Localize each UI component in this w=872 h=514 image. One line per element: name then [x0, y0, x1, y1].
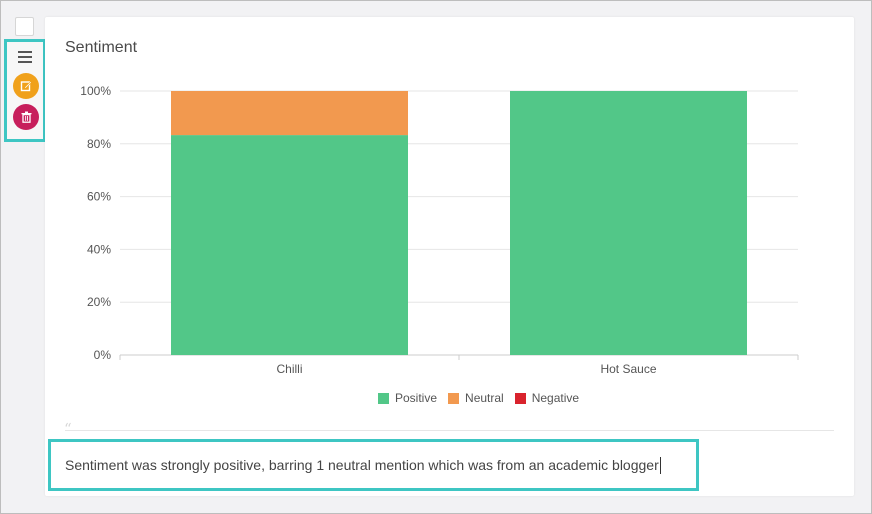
legend-label: Negative: [531, 391, 580, 405]
sentiment-chart: 0% 20% 40% 60% 80% 100% Chilli Hot Sauce: [80, 84, 799, 376]
y-tick-label: 60%: [87, 190, 111, 204]
comment-input[interactable]: Sentiment was strongly positive, barring…: [48, 439, 699, 491]
legend-swatch: [378, 392, 389, 404]
widget-title: Sentiment: [65, 39, 138, 56]
quote-icon: “: [64, 420, 72, 438]
widget-select-checkbox[interactable]: [15, 17, 34, 36]
pencil-edit-icon: [20, 81, 32, 92]
legend-swatch: [448, 392, 460, 404]
legend-item[interactable]: Positive: [378, 391, 437, 405]
chart-legend: Positive Neutral Negative: [378, 391, 590, 405]
x-tick-label: Chilli: [276, 362, 302, 376]
bar-segment: [171, 91, 408, 136]
x-tick-label: Hot Sauce: [600, 362, 656, 376]
bar-segment: [510, 91, 747, 355]
y-tick-label: 80%: [87, 137, 111, 151]
text-caret: [659, 456, 661, 474]
legend-label: Positive: [395, 391, 438, 405]
trash-icon: [21, 111, 31, 123]
comment-text: Sentiment was strongly positive, barring…: [65, 457, 659, 473]
bar-segment: [171, 135, 408, 355]
delete-button[interactable]: [13, 104, 39, 130]
legend-label: Neutral: [465, 391, 504, 405]
comment-divider: [65, 430, 834, 431]
y-tick-label: 20%: [87, 295, 111, 309]
hamburger-menu-icon[interactable]: [16, 49, 34, 65]
edit-button[interactable]: [13, 73, 39, 99]
widget-toolbar: [4, 39, 46, 142]
legend-item[interactable]: Neutral: [448, 391, 504, 405]
y-tick-label: 40%: [87, 242, 111, 256]
legend-swatch: [514, 392, 526, 404]
sentiment-widget-card: Sentiment 0% 20% 40% 60% 80% 100% Chilli Hot Sa…: [45, 17, 854, 496]
y-tick-label: 100%: [80, 84, 111, 98]
y-tick-label: 0%: [94, 348, 112, 362]
legend-item[interactable]: Negative: [514, 391, 580, 405]
